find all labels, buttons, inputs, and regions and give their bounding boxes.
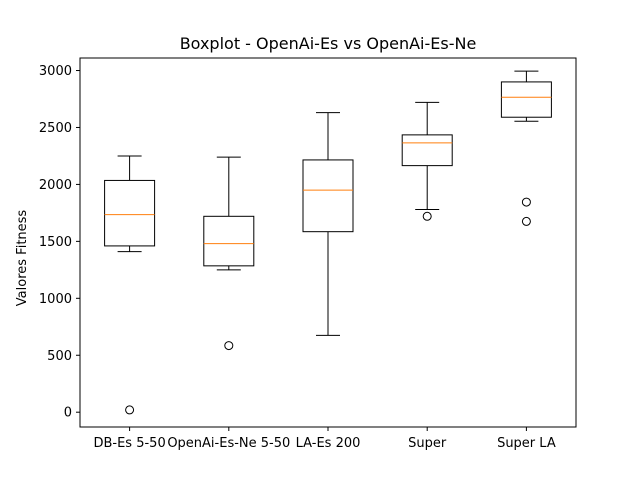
outlier-point [422,211,432,221]
y-tick-label: 3000 [39,64,72,79]
box-iqr [104,179,156,247]
plot-area: DB-Es 5-50 OpenAi-Es-Ne 5-50 LA-Es 200 Supe… [39,57,577,451]
y-tick-label: 1500 [39,235,72,250]
y-tick-label: 2000 [39,178,72,193]
outlier-point [521,197,531,207]
box-iqr [500,81,552,118]
outlier-point [125,405,135,415]
y-tick-label: 1000 [39,292,72,307]
y-axis-label: Valores Fitness [15,210,30,307]
axes-frame [79,57,577,428]
outlier-point [521,216,531,226]
x-tick-label: DB-Es 5-50 [93,436,165,451]
box-iqr [203,215,255,267]
x-tick-label: Super LA [497,436,556,451]
x-tick-label: OpenAi-Es-Ne 5-50 [167,436,290,451]
box-iqr [302,159,354,233]
outlier-point [224,341,234,351]
y-tick-label: 500 [47,349,72,364]
chart-title: Boxplot - OpenAi-Es vs OpenAi-Es-Ne [180,34,477,53]
x-tick-label: LA-Es 200 [296,436,361,451]
y-tick-label: 0 [64,406,72,421]
box-iqr [401,134,453,167]
y-tick-label: 2500 [39,121,72,136]
x-tick-label: Super [408,436,447,451]
